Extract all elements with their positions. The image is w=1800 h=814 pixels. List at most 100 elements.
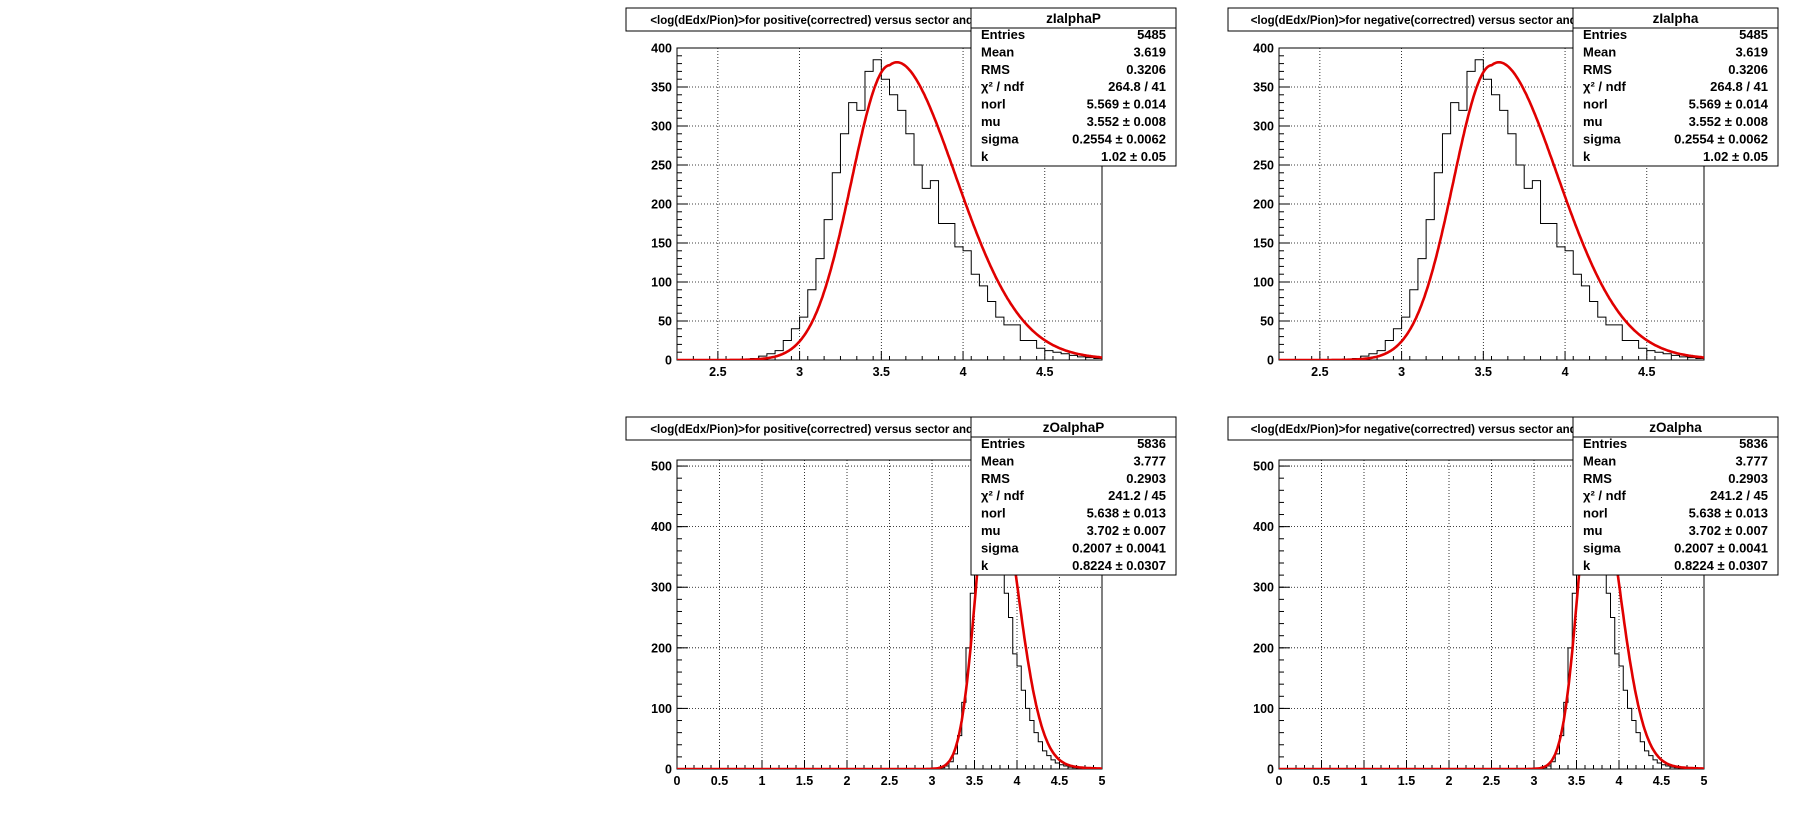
x-tick-label: 2.5 [1483,774,1500,788]
x-tick-label: 5 [1701,774,1708,788]
y-tick-label: 500 [1253,460,1274,474]
stats-label: Entries [981,27,1025,42]
stats-value: 0.3206 [1126,62,1166,77]
stats-value: 3.777 [1133,453,1166,468]
x-tick-label: 0.5 [711,774,728,788]
stats-label: Entries [1583,436,1627,451]
stats-value: 3.619 [1133,44,1166,59]
y-tick-label: 200 [1253,641,1274,655]
pad-zialpha: 2.5 3 3.5 4 4.5 0 50 100 150 200 250 300 350 400 <log(… [1227,7,1779,379]
x-tick-label: 4.5 [1036,365,1053,379]
stats-label: sigma [981,131,1019,146]
stats-value: 3.702 ± 0.007 [1689,523,1768,538]
stats-value: 5.569 ± 0.014 [1087,97,1167,112]
stats-value: 0.8224 ± 0.0307 [1674,558,1768,573]
y-tick-label: 300 [1253,581,1274,595]
stats-value: 0.2007 ± 0.0041 [1072,540,1166,555]
x-tick-label: 2.5 [709,365,726,379]
stats-box [1572,416,1779,576]
stats-label: Mean [1583,44,1616,59]
stats-label: norl [981,97,1006,112]
y-tick-label: 350 [651,81,672,95]
y-tick-label: 0 [1267,354,1274,368]
stats-value: 5.638 ± 0.013 [1087,506,1166,521]
x-tick-label: 3.5 [966,774,983,788]
stats-label: sigma [1583,540,1621,555]
stats-value: 1.02 ± 0.05 [1703,149,1768,164]
stats-value: 0.2554 ± 0.0062 [1072,131,1166,146]
stats-value: 3.619 [1735,44,1768,59]
x-tick-label: 1.5 [796,774,813,788]
x-tick-label: 3 [796,365,803,379]
histogram-series [1279,59,1705,361]
stats-name: zOalpha [1649,420,1702,435]
stats-value: 5.638 ± 0.013 [1689,506,1768,521]
y-tick-label: 400 [651,42,672,56]
x-tick-label: 1.5 [1398,774,1415,788]
y-tick-label: 0 [665,354,672,368]
y-tick-label: 400 [651,520,672,534]
y-tick-label: 50 [1260,315,1274,329]
stats-label: norl [1583,506,1608,521]
chart-title: <log(dEdx/Pion)>for positive(correctred)… [650,15,996,27]
y-tick-label: 400 [1253,42,1274,56]
stats-value: 0.2007 ± 0.0041 [1674,540,1768,555]
stats-label: Mean [981,453,1014,468]
y-tick-label: 0 [665,763,672,777]
y-tick-label: 350 [1253,81,1274,95]
stats-label: RMS [1583,471,1612,486]
stats-value: 264.8 / 41 [1108,79,1166,94]
x-tick-label: 2.5 [881,774,898,788]
stats-value: 5836 [1137,436,1166,451]
stats-value: 3.552 ± 0.008 [1087,114,1166,129]
pad-zialphap: 2.5 3 3.5 4 4.5 0 50 100 150 200 250 300 350 400 <log(… [625,7,1177,379]
y-tick-label: 400 [1253,520,1274,534]
stats-label: mu [1583,114,1603,129]
y-tick-label: 250 [1253,159,1274,173]
stats-label: χ² / ndf [981,79,1025,94]
x-tick-label: 1 [1361,774,1368,788]
stats-value: 0.2903 [1728,471,1768,486]
stats-label: Entries [981,436,1025,451]
x-tick-label: 4.5 [1051,774,1068,788]
stats-name: zIalpha [1653,11,1699,26]
y-tick-label: 100 [1253,276,1274,290]
chart-title: <log(dEdx/Pion)>for negative(correctred)… [1251,424,1601,436]
stats-value: 241.2 / 45 [1108,488,1166,503]
x-tick-label: 4 [1014,774,1021,788]
fit-curve [1279,465,1704,769]
pad-zoalphap: 0 0.5 1 1.5 2 2.5 3 3.5 4 4.5 5 0 100 200 300 400 500 <lo… [625,416,1177,788]
stats-value: 3.702 ± 0.007 [1087,523,1166,538]
stats-label: Mean [1583,453,1616,468]
stats-label: k [1583,558,1591,573]
stats-name: zIalphaP [1046,11,1101,26]
x-tick-label: 4.5 [1653,774,1670,788]
stats-box [970,7,1177,167]
stats-value: 0.3206 [1728,62,1768,77]
y-tick-label: 150 [1253,237,1274,251]
stats-label: k [981,149,989,164]
y-tick-label: 100 [651,276,672,290]
stats-value: 1.02 ± 0.05 [1101,149,1166,164]
x-tick-label: 3 [929,774,936,788]
stats-label: mu [981,114,1001,129]
stats-label: norl [1583,97,1608,112]
y-tick-label: 150 [651,237,672,251]
stats-value: 3.552 ± 0.008 [1689,114,1768,129]
histogram-series [677,59,1103,361]
x-tick-label: 2 [1446,774,1453,788]
y-tick-label: 200 [651,641,672,655]
stats-label: norl [981,506,1006,521]
x-tick-label: 0 [1276,774,1283,788]
stats-value: 241.2 / 45 [1710,488,1768,503]
x-tick-label: 0 [674,774,681,788]
stats-label: k [1583,149,1591,164]
stats-name: zOalphaP [1043,420,1105,435]
stats-label: sigma [981,540,1019,555]
y-tick-label: 500 [651,460,672,474]
stats-label: χ² / ndf [981,488,1025,503]
x-tick-label: 2.5 [1311,365,1328,379]
stats-label: mu [981,523,1001,538]
stats-value: 5485 [1739,27,1768,42]
stats-label: Entries [1583,27,1627,42]
